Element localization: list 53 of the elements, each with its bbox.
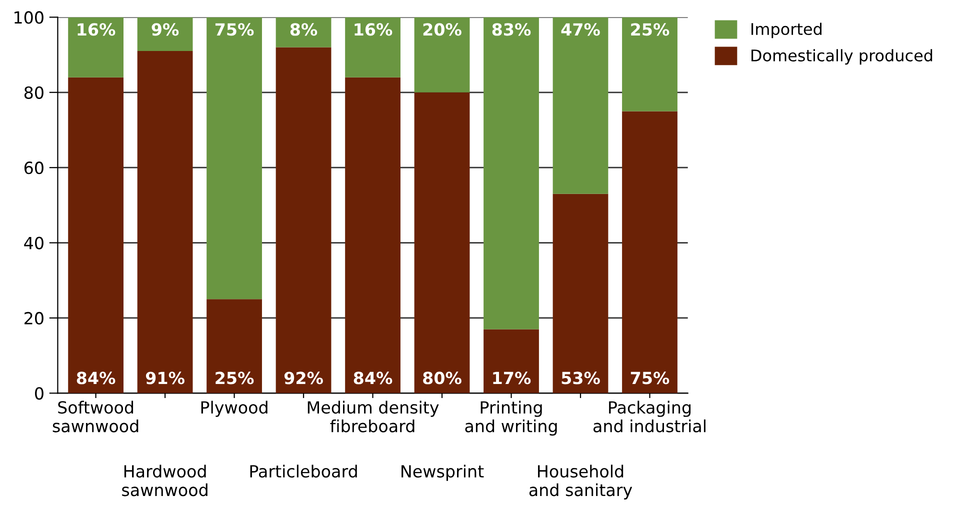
data-label: 20%	[423, 23, 462, 36]
bar	[137, 51, 193, 394]
data-label: 83%	[492, 23, 531, 36]
x-tick-label: Printing and writing	[465, 400, 557, 436]
bar	[345, 17, 400, 78]
y-tick-label: 60	[24, 162, 44, 174]
data-label: 25%	[631, 23, 670, 36]
x-tick-label: Packaging and industrial	[593, 400, 706, 432]
data-label: 84%	[354, 372, 392, 384]
x-tick-label: Plywood	[201, 400, 268, 417]
bar	[414, 92, 470, 394]
bar	[622, 111, 678, 394]
data-label: 75%	[630, 372, 670, 384]
bar	[345, 77, 400, 394]
bar	[68, 77, 124, 394]
x-tick-label: Newsprint	[402, 464, 484, 481]
x-tick-label: Hardwood sawnwood	[122, 464, 208, 496]
legend-label: Domestically produced	[752, 49, 932, 65]
y-tick-label: 40	[24, 236, 44, 250]
y-tick-label: 20	[24, 312, 44, 325]
bar	[137, 17, 193, 52]
bar	[552, 194, 608, 394]
data-label: 47%	[561, 23, 600, 36]
y-tick-label: 80	[24, 86, 44, 99]
bar	[622, 17, 678, 112]
bar	[484, 329, 539, 394]
data-label: 8%	[290, 23, 318, 36]
data-label: 53%	[562, 372, 600, 384]
legend-label: Imported	[752, 22, 822, 38]
data-label: 84%	[76, 372, 116, 384]
bar	[414, 17, 470, 92]
data-label: 9%	[152, 23, 179, 36]
data-label: 92%	[284, 372, 323, 384]
x-tick-label: Medium density fibreboard	[308, 400, 439, 432]
x-tick-label: Softwood sawnwood	[52, 400, 138, 432]
data-label: 17%	[493, 372, 531, 384]
data-label: 75%	[215, 23, 254, 36]
data-label: 16%	[354, 23, 392, 36]
bar	[206, 299, 262, 394]
bar	[484, 17, 539, 330]
bar	[206, 17, 262, 300]
x-tick-label: Household and sanitary	[529, 464, 632, 500]
data-label: 25%	[216, 372, 254, 384]
y-tick-label: 0	[35, 387, 44, 400]
data-label: 16%	[78, 23, 116, 36]
bar	[276, 47, 332, 394]
y-tick-label: 100	[14, 11, 44, 24]
bar	[68, 17, 124, 78]
bar	[552, 17, 608, 194]
bar	[276, 17, 332, 48]
data-label: 91%	[146, 372, 184, 384]
data-label: 80%	[423, 372, 462, 384]
x-tick-label: Particleboard	[250, 464, 357, 478]
